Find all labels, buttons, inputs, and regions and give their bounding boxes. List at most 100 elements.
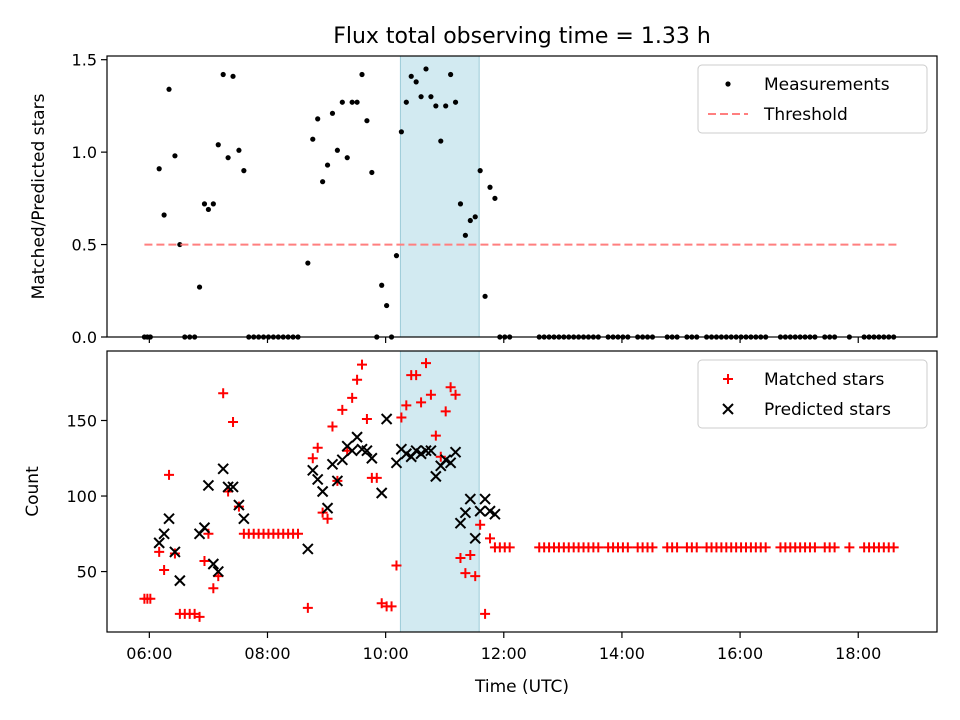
data-point [459, 506, 472, 519]
data-point [320, 179, 326, 185]
data-point [238, 512, 250, 525]
data-point [347, 392, 358, 403]
data-point [233, 501, 244, 512]
highlight-span [399, 350, 480, 633]
legend-box [697, 359, 928, 429]
data-point [307, 464, 319, 477]
data-point [428, 94, 434, 100]
x-axis-label: Time (UTC) [474, 677, 569, 697]
data-point [467, 217, 473, 224]
data-point [420, 445, 432, 457]
data-point [225, 155, 231, 161]
data-point [351, 431, 363, 443]
data-point [364, 118, 370, 124]
x-tick-label: 18:00 [835, 644, 881, 663]
data-point [482, 293, 488, 299]
bottom-panel: 50 100 150 06:00 08:00 10:00 12:00 14:00 16:00 18… [23, 350, 938, 697]
data-point [302, 543, 314, 555]
data-point [413, 79, 419, 85]
data-point [172, 153, 178, 159]
data-point [465, 549, 476, 560]
data-point [401, 400, 412, 411]
data-point [359, 71, 365, 78]
data-point [334, 147, 340, 153]
y-tick-label: 0.5 [72, 236, 97, 255]
x-tick-label: 12:00 [481, 644, 527, 663]
data-point [408, 73, 414, 79]
data-point [361, 413, 372, 424]
data-point [322, 513, 333, 524]
data-point [375, 487, 388, 499]
data-point [202, 479, 215, 492]
data-point [321, 502, 334, 514]
data-point [492, 195, 498, 201]
data-point [158, 528, 170, 540]
data-point [469, 532, 481, 545]
legend: Matched stars Predicted stars [697, 359, 928, 429]
data-point [174, 574, 186, 587]
data-point [164, 469, 175, 480]
data-point [829, 542, 840, 553]
data-point [844, 542, 855, 553]
data-point [647, 542, 658, 553]
data-point [470, 571, 481, 582]
data-point [194, 611, 205, 622]
data-point [425, 389, 436, 400]
legend-measurement-swatch [725, 81, 731, 87]
data-point [504, 542, 515, 553]
x-tick-label: 14:00 [599, 644, 645, 663]
data-point [380, 413, 393, 425]
data-point [464, 493, 477, 505]
data-point [425, 445, 437, 457]
data-point [384, 302, 390, 309]
data-point [161, 212, 167, 218]
data-point [324, 162, 331, 168]
legend-box [697, 64, 928, 134]
data-point [196, 284, 203, 290]
legend-label: Threshold [763, 105, 848, 125]
data-point [423, 66, 429, 72]
data-point [352, 374, 363, 385]
y-tick-label: 0.0 [72, 328, 97, 347]
data-point [403, 99, 409, 105]
data-point [622, 542, 633, 553]
data-point [393, 253, 400, 259]
data-point [444, 457, 457, 469]
data-point [672, 542, 683, 553]
data-point [302, 602, 313, 613]
legend-label: Matched stars [764, 370, 884, 390]
data-point [457, 201, 464, 207]
data-point [220, 71, 226, 78]
data-point [177, 241, 183, 248]
data-point [159, 565, 170, 576]
legend: Measurements Threshold [697, 64, 928, 134]
data-point [474, 505, 486, 517]
data-point [480, 608, 491, 619]
data-point [312, 442, 323, 453]
data-point [210, 201, 216, 207]
data-point [346, 445, 358, 457]
top-panel: 0.0 0.5 1.0 1.5 Matched/Predicted stars Measu… [29, 51, 938, 347]
data-point [448, 71, 454, 78]
data-point [305, 260, 311, 266]
data-point [163, 512, 175, 525]
data-point [450, 389, 461, 400]
data-point [760, 542, 771, 553]
data-point [485, 533, 496, 544]
data-point [462, 232, 468, 238]
data-point [430, 470, 442, 483]
data-point [371, 472, 382, 483]
data-point [327, 421, 338, 432]
data-point [222, 481, 234, 493]
axes-frame [106, 350, 938, 633]
data-point [369, 169, 375, 176]
data-point [166, 86, 172, 92]
data-point [477, 168, 483, 174]
data-point [443, 103, 449, 109]
data-point [452, 99, 459, 105]
data-point [411, 370, 422, 381]
data-point [390, 457, 403, 469]
x-tick-label: 06:00 [126, 644, 172, 663]
data-point [455, 552, 466, 563]
